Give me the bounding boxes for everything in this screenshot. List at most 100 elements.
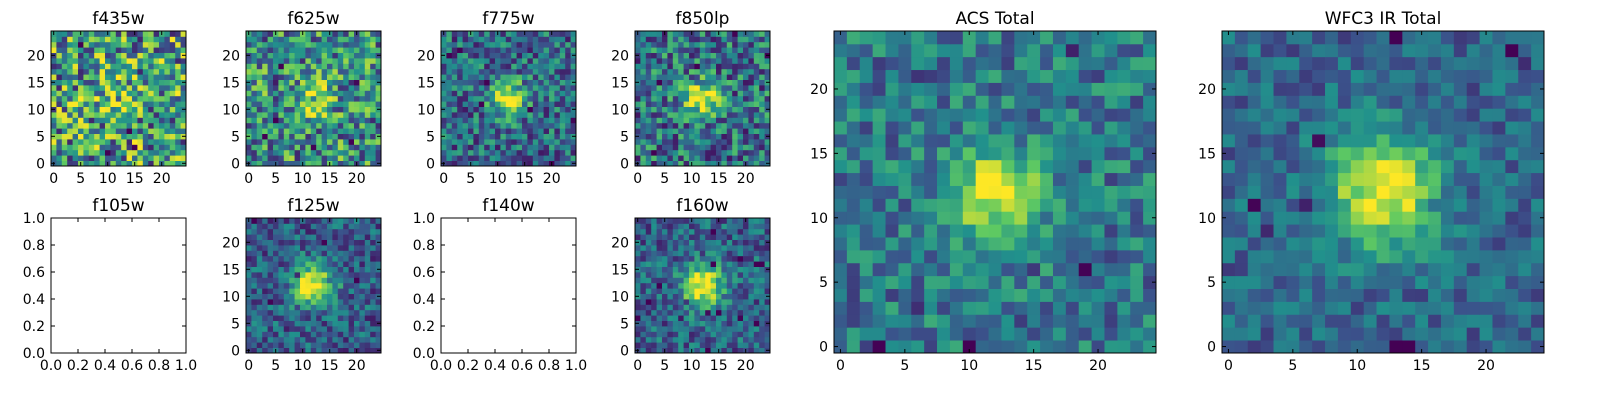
heatmap-cell (748, 336, 755, 343)
heatmap-cell (1415, 275, 1429, 289)
heatmap-cell (1091, 224, 1105, 238)
heatmap-cell (126, 63, 133, 70)
heatmap-cell (289, 95, 295, 102)
heatmap-cell (321, 160, 328, 167)
heatmap-cell (672, 272, 679, 278)
heatmap-cell (898, 288, 912, 302)
heatmap-cell (478, 144, 485, 151)
heatmap-cell (364, 85, 371, 91)
heatmap-cell (683, 68, 690, 75)
heatmap-cell (88, 133, 95, 140)
heatmap-cell (911, 121, 925, 135)
heatmap-cell (359, 245, 366, 251)
heatmap-cell (705, 36, 711, 43)
heatmap-cell (834, 95, 848, 109)
heatmap-cell (1286, 237, 1300, 251)
heatmap-cell (522, 58, 528, 64)
heatmap-cell (678, 106, 684, 113)
heatmap-cell (759, 304, 765, 311)
heatmap-cell (251, 331, 258, 338)
heatmap-cell (110, 160, 117, 167)
heatmap-cell (1014, 340, 1028, 354)
heatmap-cell (667, 255, 674, 262)
heatmap-cell (656, 144, 663, 151)
heatmap-cell (678, 228, 684, 235)
heatmap-cell (1402, 249, 1416, 264)
heatmap-cell (1027, 82, 1041, 96)
heatmap-cell (640, 320, 647, 327)
heatmap-cell (500, 101, 507, 107)
heatmap-cell (137, 139, 144, 145)
heatmap-cell (88, 90, 95, 97)
heatmap-cell (1402, 314, 1416, 328)
heatmap-cell (354, 261, 360, 267)
heatmap-cell (364, 74, 371, 80)
heatmap-cell (327, 122, 333, 129)
heatmap-cell (522, 133, 528, 140)
heatmap-cell (1001, 108, 1015, 122)
heatmap-cell (61, 63, 68, 70)
heatmap-cell (937, 314, 951, 328)
heatmap-cell (726, 58, 733, 64)
heatmap-cell (859, 275, 874, 289)
heatmap-f625w (246, 31, 382, 167)
heatmap-cell (748, 255, 755, 262)
heatmap-cell (1492, 340, 1506, 354)
heatmap-cell (872, 121, 886, 135)
heatmap-cell (1415, 237, 1429, 251)
heatmap-cell (354, 101, 360, 107)
heatmap-cell (300, 288, 306, 294)
heatmap-cell (846, 108, 861, 122)
heatmap-cell (859, 327, 874, 341)
heatmap-cell (78, 74, 84, 80)
heatmap-cell (662, 128, 668, 134)
heatmap-cell (505, 117, 512, 124)
heatmap-cell (78, 106, 84, 113)
heatmap-cell (359, 31, 366, 37)
heatmap-cell (1040, 237, 1054, 251)
heatmap-cell (651, 304, 657, 311)
heatmap-cell (327, 320, 333, 327)
heatmap-cell (489, 36, 496, 43)
heatmap-cell (278, 315, 285, 321)
heatmap-cell (656, 133, 663, 140)
heatmap-cell (726, 234, 733, 240)
heatmap-cell (1376, 288, 1390, 302)
heatmap-cell (251, 218, 258, 224)
heatmap-cell (495, 128, 501, 134)
heatmap-cell (635, 223, 641, 230)
heatmap-cell (683, 239, 690, 246)
heatmap-cell (262, 68, 268, 75)
heatmap-cell (834, 121, 848, 135)
heatmap-cell (1014, 211, 1028, 225)
heatmap-cell (343, 342, 349, 348)
heatmap-cell (332, 239, 339, 246)
heatmap-cell (1143, 249, 1157, 264)
heatmap-cell (694, 320, 701, 327)
heatmap-cell (662, 326, 668, 332)
heatmap-cell (278, 320, 285, 327)
heatmap-cell (364, 315, 371, 321)
heatmap-cell (327, 63, 333, 70)
heatmap-cell (332, 139, 339, 145)
heatmap-cell (672, 342, 679, 348)
heatmap-cell (721, 117, 728, 124)
heatmap-cell (737, 79, 744, 86)
heatmap-cell (500, 36, 507, 43)
heatmap-cell (911, 69, 925, 83)
heatmap-cell (924, 224, 938, 238)
heatmap-cell (721, 234, 728, 240)
heatmap-cell (316, 315, 322, 321)
heatmap-cell (689, 277, 695, 284)
heatmap-cell (169, 122, 176, 129)
heatmap-cell (359, 223, 366, 230)
heatmap-cell (169, 58, 176, 64)
heatmap-cell (732, 106, 738, 113)
heatmap-cell (246, 255, 252, 262)
heatmap-cell (473, 36, 480, 43)
heatmap-cell (764, 47, 771, 53)
heatmap-cell (949, 121, 964, 135)
heatmap-cell (278, 101, 285, 107)
heatmap-cell (705, 52, 711, 59)
heatmap-cell (370, 31, 376, 37)
